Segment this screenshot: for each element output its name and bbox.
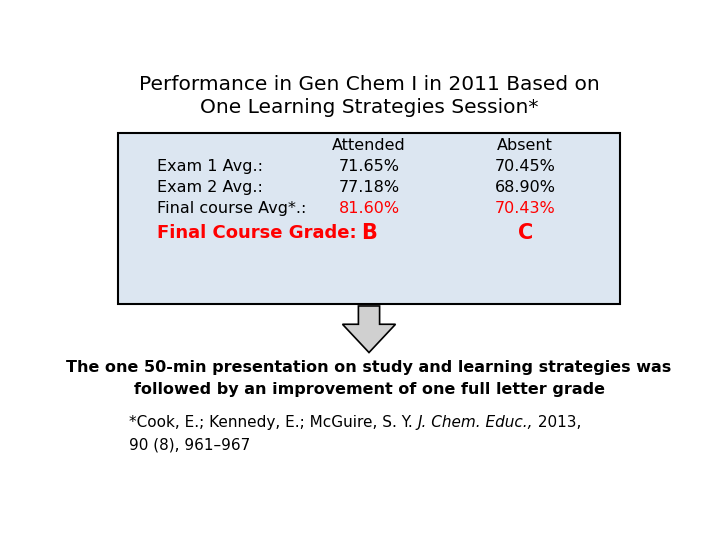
Text: 2013,: 2013, — [534, 415, 582, 430]
Text: Exam 1 Avg.:: Exam 1 Avg.: — [157, 159, 263, 174]
Text: Final course Avg*.:: Final course Avg*.: — [157, 201, 306, 216]
Text: Final Course Grade:: Final Course Grade: — [157, 224, 356, 242]
Text: One Learning Strategies Session*: One Learning Strategies Session* — [199, 98, 539, 117]
Text: 81.60%: 81.60% — [338, 201, 400, 216]
Text: 68.90%: 68.90% — [495, 180, 556, 195]
Text: Attended: Attended — [332, 138, 406, 153]
Text: 90 (8), 961–967: 90 (8), 961–967 — [129, 438, 251, 453]
Text: Absent: Absent — [498, 138, 553, 153]
Text: Performance in Gen Chem I in 2011 Based on: Performance in Gen Chem I in 2011 Based … — [139, 75, 599, 94]
Text: C: C — [518, 223, 533, 243]
Text: *Cook, E.; Kennedy, E.; Mc​Guire, S. Y.: *Cook, E.; Kennedy, E.; Mc​Guire, S. Y. — [129, 415, 418, 430]
Text: 77.18%: 77.18% — [338, 180, 400, 195]
Text: 70.43%: 70.43% — [495, 201, 556, 216]
Text: 71.65%: 71.65% — [338, 159, 400, 174]
Text: B: B — [361, 223, 377, 243]
Text: Exam 2 Avg.:: Exam 2 Avg.: — [157, 180, 263, 195]
Polygon shape — [343, 306, 395, 353]
Text: The one 50-min presentation on study and learning strategies was: The one 50-min presentation on study and… — [66, 360, 672, 375]
Text: 70.45%: 70.45% — [495, 159, 556, 174]
Text: followed by an improvement of one full letter grade: followed by an improvement of one full l… — [133, 382, 605, 397]
FancyBboxPatch shape — [118, 133, 620, 304]
Text: J. Chem. Educ.,: J. Chem. Educ., — [418, 415, 534, 430]
